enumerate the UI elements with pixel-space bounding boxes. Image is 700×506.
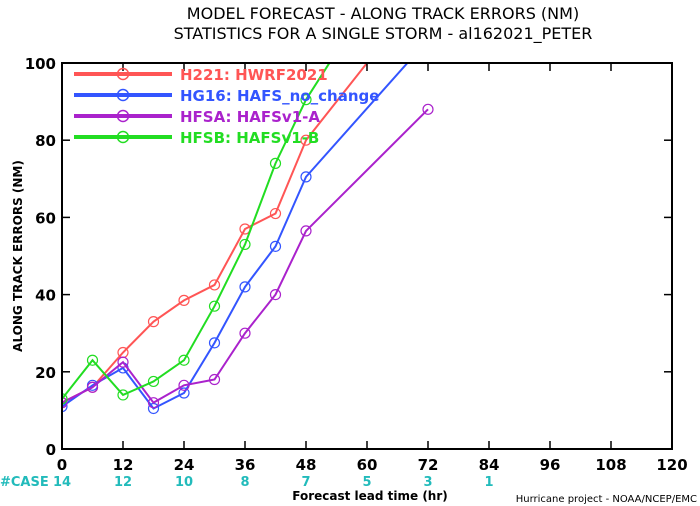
x-tick-label: 24 (174, 456, 195, 474)
data-point (208, 300, 221, 312)
data-point (178, 387, 190, 399)
series-line (62, 63, 369, 404)
case-count: 14 (53, 475, 71, 490)
chart-subtitle: STATISTICS FOR A SINGLE STORM - al162021… (174, 24, 593, 44)
x-tick-label: 12 (113, 456, 134, 474)
x-axis-label: Forecast lead time (hr) (292, 489, 448, 503)
y-tick-label: 0 (46, 441, 56, 459)
y-tick-label: 100 (25, 55, 56, 73)
legend-label: HFSA: HAFSv1-A (180, 108, 320, 126)
data-point (86, 354, 99, 366)
x-tick-label: 108 (595, 456, 626, 474)
x-tick-label: 96 (540, 456, 561, 474)
data-point (147, 397, 160, 409)
data-point (239, 327, 251, 339)
data-point (300, 225, 312, 237)
data-point (300, 171, 312, 183)
data-point (208, 279, 221, 291)
legend-marker (116, 109, 130, 123)
legend-label: HG16: HAFS_no_change (180, 87, 379, 105)
legend-marker (116, 67, 130, 81)
data-point (62, 400, 68, 413)
legend-marker (116, 130, 130, 144)
case-label: #CASE (0, 475, 49, 490)
data-point (86, 381, 99, 393)
data-point (300, 134, 312, 146)
data-point (208, 337, 221, 349)
series-line (62, 63, 331, 400)
case-count: 3 (423, 475, 432, 490)
legend: H221: HWRF2021 HG16: HAFS_no_change HFSA: … (74, 66, 379, 147)
data-point (178, 354, 190, 366)
case-count: 1 (484, 475, 493, 490)
x-tick-label: 72 (418, 456, 439, 474)
case-count: 7 (301, 475, 310, 490)
case-count: 12 (114, 475, 132, 490)
x-tick-label: 36 (235, 456, 256, 474)
y-axis-label: ALONG TRACK ERRORS (NM) (11, 160, 25, 352)
y-tick-label: 60 (35, 209, 56, 227)
legend-label: H221: HWRF2021 (180, 66, 328, 84)
y-tick-label: 20 (35, 364, 56, 382)
data-point (269, 240, 282, 252)
legend-label: HFSB: HAFSv1-B (180, 129, 319, 147)
data-point (62, 397, 68, 409)
legend-marker (116, 88, 130, 102)
data-point (300, 94, 312, 106)
data-point (422, 103, 434, 115)
credit-text: Hurricane project - NOAA/NCEP/EMC (516, 494, 697, 505)
x-tick-label: 84 (479, 456, 500, 474)
data-point (178, 294, 190, 306)
data-point (239, 238, 251, 251)
data-point (117, 356, 129, 368)
case-counts: #CASE 14 12 10 8 7 5 3 1 (0, 475, 494, 490)
case-count: 8 (240, 475, 249, 490)
data-point (269, 289, 282, 301)
case-count: 10 (175, 475, 193, 490)
x-tick-label: 0 (57, 456, 67, 474)
series-line (62, 108, 429, 404)
series-layer (62, 63, 434, 415)
y-tick-label: 80 (35, 132, 56, 150)
case-count: 5 (362, 475, 371, 490)
x-tick-label: 120 (656, 456, 687, 474)
data-point (117, 389, 129, 401)
data-point (269, 157, 282, 169)
chart-title: MODEL FORECAST - ALONG TRACK ERRORS (NM) (187, 4, 579, 23)
y-tick-label: 40 (35, 287, 56, 305)
plot-frame (61, 62, 673, 450)
data-point (178, 379, 190, 391)
data-point (239, 281, 251, 293)
x-tick-label: 60 (357, 456, 378, 474)
axis-ticks: 0 12 24 36 48 60 72 84 96 108 120 0 20 40 60 80 100 (25, 55, 688, 474)
data-point (269, 207, 282, 220)
data-point (147, 316, 160, 328)
x-tick-label: 48 (296, 456, 317, 474)
data-point (62, 393, 68, 405)
data-point (147, 375, 160, 388)
data-point (208, 373, 221, 386)
